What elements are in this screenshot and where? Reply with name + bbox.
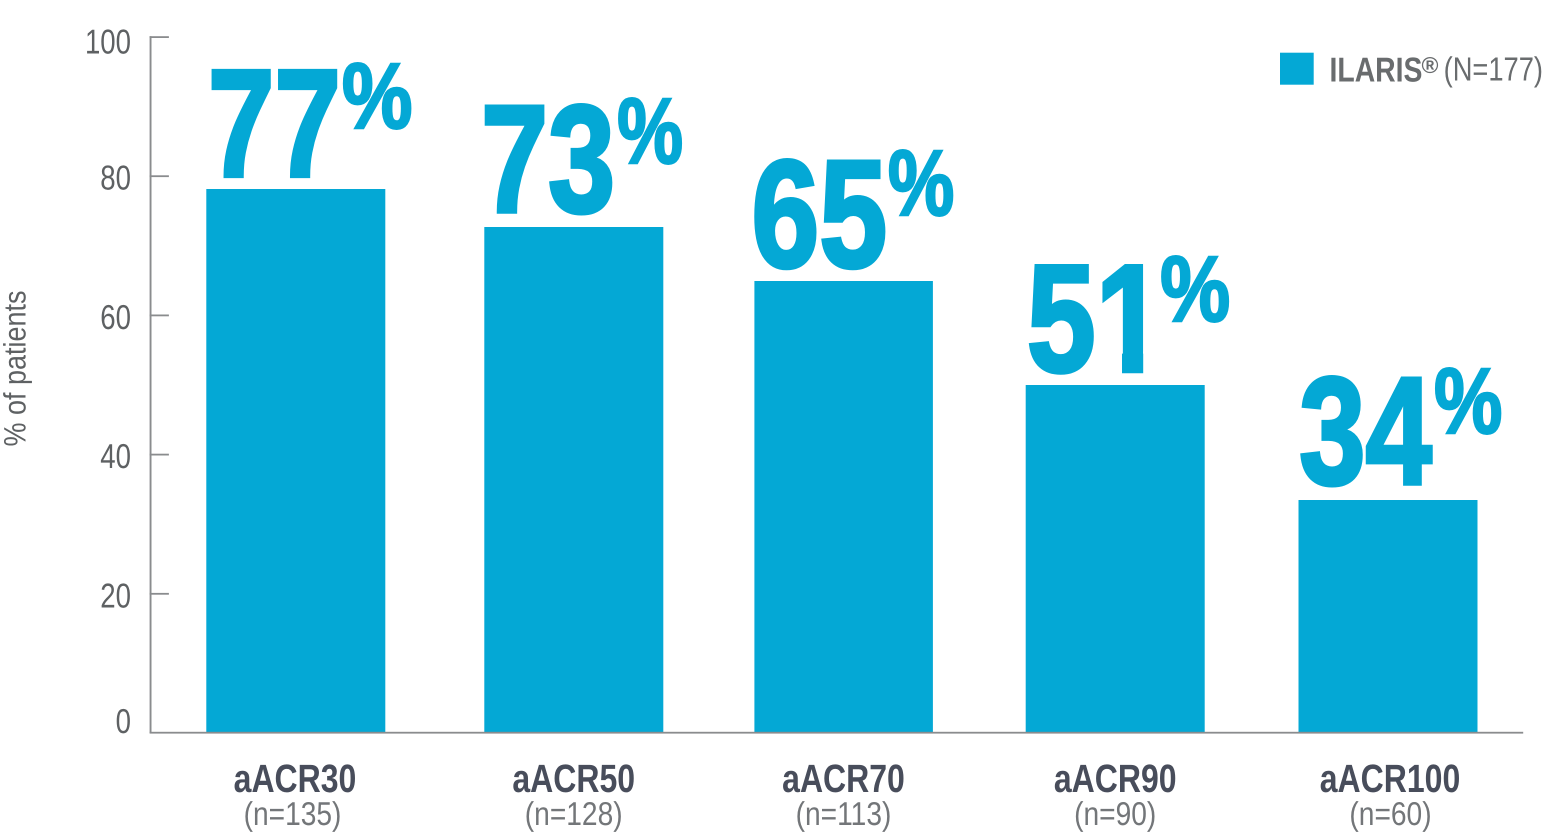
svg-text:100: 100 xyxy=(85,24,131,62)
svg-text:73: 73 xyxy=(481,74,615,245)
svg-text:51: 51 xyxy=(1027,233,1165,404)
svg-text:40: 40 xyxy=(100,438,131,476)
svg-text:aACR50: aACR50 xyxy=(512,757,635,801)
svg-text:(n=128): (n=128) xyxy=(525,795,623,832)
svg-text:%: % xyxy=(1434,349,1502,453)
svg-text:ILARIS: ILARIS xyxy=(1330,52,1423,90)
svg-text:%: % xyxy=(342,44,412,148)
svg-text:% of patients: % of patients xyxy=(0,291,33,447)
svg-text:aACR100: aACR100 xyxy=(1320,757,1460,801)
svg-text:aACR30: aACR30 xyxy=(234,757,357,801)
svg-text:%: % xyxy=(888,131,954,235)
svg-text:(n=113): (n=113) xyxy=(796,795,892,832)
svg-text:20: 20 xyxy=(100,578,131,616)
svg-text:(n=90): (n=90) xyxy=(1074,795,1156,832)
svg-text:%: % xyxy=(617,79,683,183)
svg-text:34: 34 xyxy=(1299,346,1432,517)
svg-text:0: 0 xyxy=(116,703,131,741)
svg-text:80: 80 xyxy=(100,160,131,198)
svg-text:aACR70: aACR70 xyxy=(782,757,905,801)
svg-text:(n=135): (n=135) xyxy=(244,795,342,832)
svg-text:77: 77 xyxy=(208,38,341,209)
svg-text:(n=60): (n=60) xyxy=(1349,795,1431,832)
svg-text:(N=177): (N=177) xyxy=(1444,52,1543,89)
svg-text:60: 60 xyxy=(100,299,131,337)
svg-text:65: 65 xyxy=(751,129,887,300)
svg-text:%: % xyxy=(1160,237,1230,341)
svg-text:aACR90: aACR90 xyxy=(1054,757,1177,801)
svg-text:®: ® xyxy=(1422,52,1439,78)
